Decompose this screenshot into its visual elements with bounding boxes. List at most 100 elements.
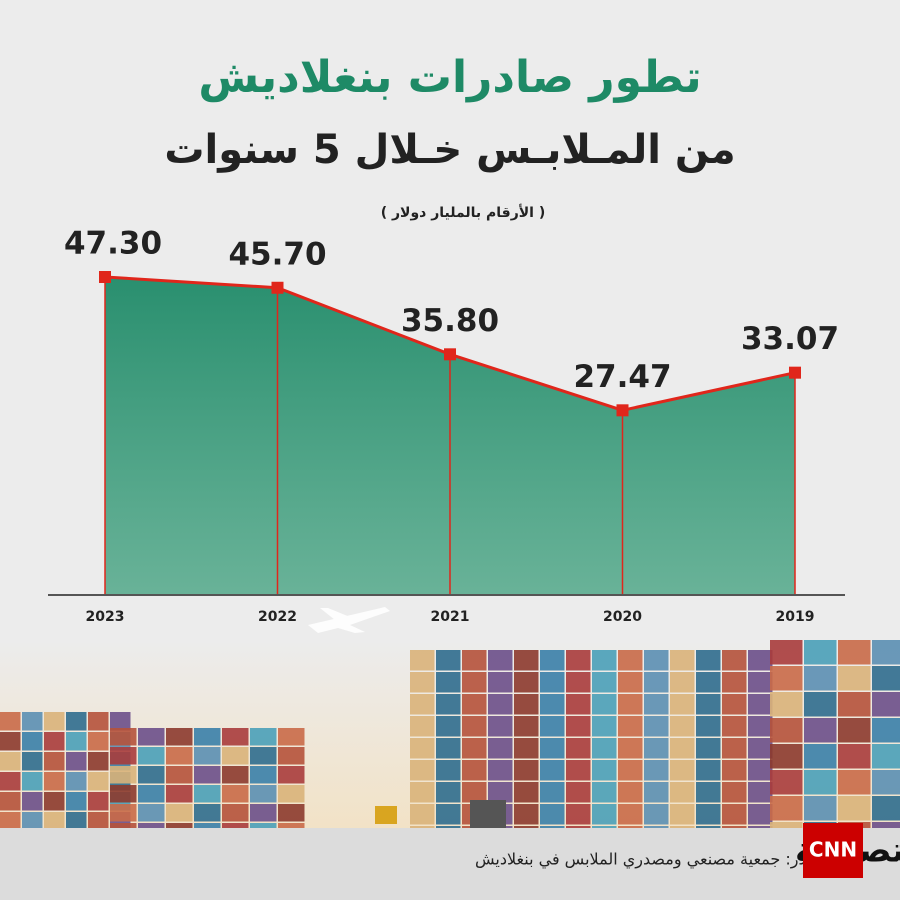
x-tick-label: 2021 [431,609,470,625]
container [804,796,837,821]
container [644,760,669,781]
container [222,804,249,822]
container [670,650,695,671]
container [770,718,803,743]
container [670,804,695,825]
container [44,772,65,791]
container [872,796,900,821]
container [804,744,837,769]
container [644,738,669,759]
x-tick-label: 2023 [86,609,125,625]
point [444,348,456,361]
container [540,716,565,737]
container [748,760,773,781]
chart: 47.30 45.70 35.80 27.47 33.07 2023 2022 2021 202… [48,226,845,625]
container [722,804,747,825]
container [696,738,721,759]
container [410,650,435,671]
container [0,772,21,791]
container [566,782,591,803]
container [110,785,137,803]
container [748,650,773,671]
container [748,694,773,715]
container [618,804,643,825]
container [770,796,803,821]
container [410,782,435,803]
container [592,804,617,825]
container [488,672,513,693]
container [138,728,165,746]
subtitle: من المـلابـس خـلال 5 سنوات [164,127,735,173]
container [566,716,591,737]
x-tick-label: 2022 [258,609,297,625]
container [88,752,109,771]
container [436,650,461,671]
container [44,812,65,831]
container [410,716,435,737]
container [194,785,221,803]
container [514,782,539,803]
container [110,766,137,784]
container [88,712,109,731]
container [110,804,137,822]
container [66,792,87,811]
container [436,738,461,759]
source: المصدر: جمعية مصنعي ومصدري الملابس في بن… [475,850,839,870]
container [222,785,249,803]
container [540,694,565,715]
container [804,692,837,717]
container [514,760,539,781]
container [462,672,487,693]
container [410,804,435,825]
value-label: 27.47 [573,359,671,395]
container [44,792,65,811]
container [462,716,487,737]
container [138,766,165,784]
container [804,718,837,743]
container [22,732,43,751]
container [222,766,249,784]
title: تطور صادرات بنغلاديش [198,52,701,103]
container [566,760,591,781]
container [644,716,669,737]
container [592,760,617,781]
container [110,747,137,765]
container [770,692,803,717]
container [670,716,695,737]
cnn-logo: CNN [809,838,857,862]
container [770,640,803,665]
container [670,738,695,759]
container [618,672,643,693]
container [110,712,131,731]
container [872,692,900,717]
container [0,732,21,751]
container [88,812,109,831]
container [250,804,277,822]
container [566,650,591,671]
container [696,650,721,671]
container [278,785,305,803]
container [838,666,871,691]
container [66,752,87,771]
container [618,694,643,715]
container [540,782,565,803]
container [488,760,513,781]
container [488,716,513,737]
container [66,732,87,751]
container [748,782,773,803]
container [514,650,539,671]
container [22,772,43,791]
container [872,718,900,743]
container [44,732,65,751]
container [696,672,721,693]
container [166,785,193,803]
container [194,747,221,765]
container [0,752,21,771]
unit-note: ( الأرقام بالمليار دولار ) [381,204,546,221]
container [838,640,871,665]
point [616,404,629,417]
container [722,694,747,715]
container [618,716,643,737]
container [618,782,643,803]
